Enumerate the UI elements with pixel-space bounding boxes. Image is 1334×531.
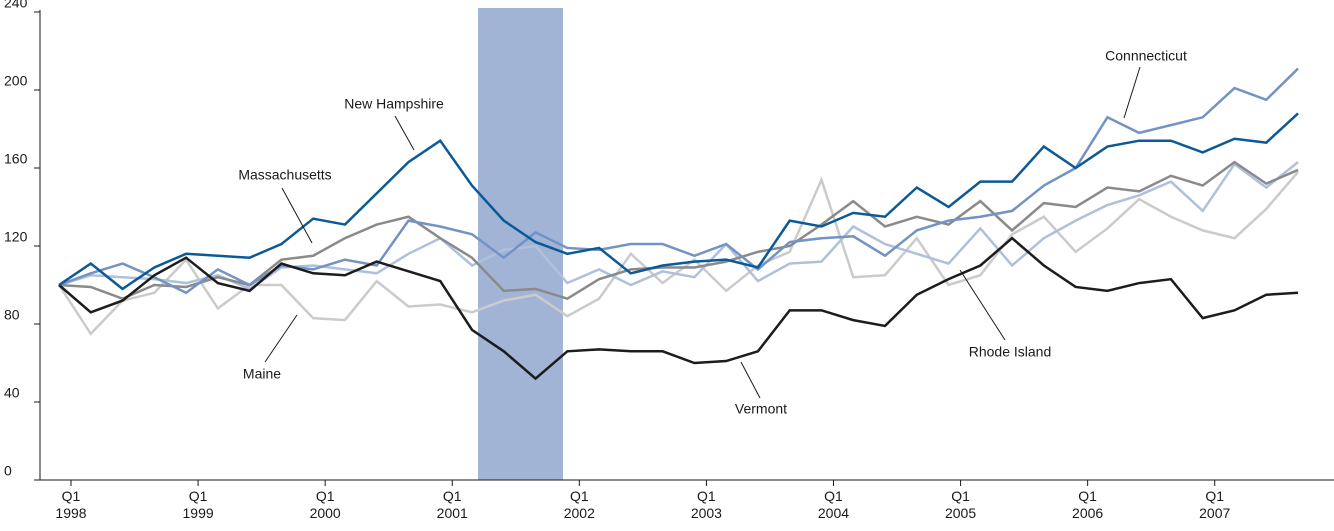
series-labels: New Hampshire Connnecticut Massachusetts… (238, 48, 1187, 417)
y-tick-label: 240 (4, 0, 28, 11)
x-tick-label: Q1 2003 (690, 488, 722, 521)
series-line (58, 236, 1299, 381)
leader-line (394, 115, 415, 151)
series-label: New Hampshire (344, 96, 444, 112)
y-tick-label: 160 (4, 151, 28, 167)
x-tick-label: Q1 2006 (1072, 488, 1104, 521)
y-tick-label: 0 (4, 463, 12, 479)
y-tick-label: 200 (4, 73, 28, 89)
series-label: Vermont (735, 401, 787, 417)
series-line (57, 171, 1299, 336)
series-label: Massachusetts (238, 167, 331, 183)
leader-line (281, 187, 313, 244)
x-tick-label: Q1 2005 (944, 488, 977, 521)
series-label: Rhode Island (969, 344, 1052, 360)
x-tick-label: Q1 1998 (55, 488, 87, 521)
leader-line (959, 269, 1006, 341)
series-label: Connnecticut (1105, 48, 1187, 64)
x-tick-label: Q1 2002 (563, 488, 595, 521)
y-tick-label: 80 (4, 307, 20, 323)
x-tick-label: Q1 2004 (817, 488, 850, 521)
series-line (58, 112, 1299, 291)
series-label: Maine (243, 366, 281, 382)
x-tick-label: Q1 2001 (436, 488, 468, 521)
y-tick-label: 40 (4, 385, 20, 401)
leader-line (740, 361, 761, 399)
y-tick-label: 120 (4, 229, 28, 245)
x-tick-label: Q1 1999 (182, 488, 214, 521)
leader-line (1123, 66, 1141, 119)
x-tick-label: Q1 2000 (309, 488, 341, 521)
series-line (58, 160, 1299, 301)
leader-line (264, 314, 298, 363)
x-tick-label: Q1 2007 (1199, 488, 1231, 521)
series-line (58, 67, 1299, 295)
